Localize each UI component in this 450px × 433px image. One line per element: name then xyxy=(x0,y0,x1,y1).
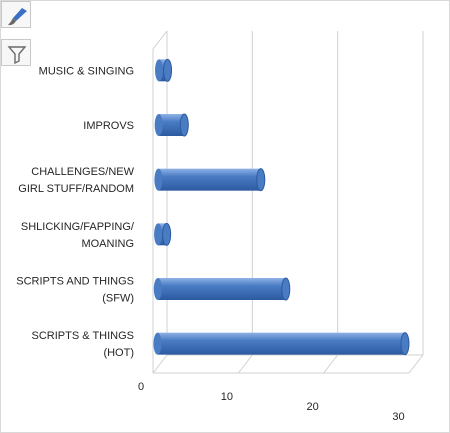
bar-end-cap xyxy=(163,58,173,82)
bars xyxy=(153,58,410,356)
category-labels: MUSIC & SINGING IMPROVS CHALLENGES/NEW GIRL… xyxy=(16,65,135,359)
funnel-filter-icon xyxy=(7,46,27,65)
bar-body xyxy=(157,278,286,300)
chart-walls xyxy=(152,30,423,374)
bar xyxy=(153,277,291,301)
gridlines xyxy=(152,31,424,374)
category-label-line: SCRIPTS AND THINGS xyxy=(16,276,134,288)
category-label-line: (HOT) xyxy=(103,347,134,359)
bar xyxy=(153,332,410,356)
bar-base-cap xyxy=(154,168,163,191)
floor-gridline xyxy=(152,354,168,374)
bar-body xyxy=(158,114,185,136)
chart-filter-button[interactable] xyxy=(1,39,31,66)
category-label-line: IMPROVS xyxy=(83,120,134,132)
bar-base-cap xyxy=(154,114,163,136)
side-wall-top xyxy=(152,30,168,50)
tick-label: 20 xyxy=(307,401,319,413)
floor-gridline xyxy=(237,354,253,374)
tick-labels: 0 10 20 30 xyxy=(138,381,405,423)
category-label-line: SCRIPTS & THINGS xyxy=(32,330,134,342)
category-label-line: SHLICKING/FAPPING/ xyxy=(21,221,135,233)
bar-end-cap xyxy=(162,222,172,246)
bar xyxy=(155,58,173,82)
bar-end-cap xyxy=(179,113,189,137)
bar-end-cap xyxy=(281,277,291,301)
tick-label: 0 xyxy=(138,381,144,393)
category-label: SCRIPTS AND THINGS (SFW) xyxy=(16,276,134,305)
category-label: SHLICKING/FAPPING/MOANING xyxy=(21,221,135,250)
category-label: SCRIPTS & THINGS (HOT) xyxy=(32,330,134,359)
bar xyxy=(154,113,189,137)
category-label-line: MOANING xyxy=(81,238,134,250)
bar xyxy=(154,222,172,246)
bar-base-cap xyxy=(155,59,163,82)
category-label: MUSIC & SINGING xyxy=(39,65,134,77)
bar-base-cap xyxy=(153,278,162,300)
bar-base-cap xyxy=(153,332,162,355)
floor-gridline xyxy=(408,354,424,374)
category-label-line: GIRL STUFF/RANDOM xyxy=(18,183,134,195)
bar xyxy=(154,168,266,192)
category-label-line: CHALLENGES/NEW xyxy=(31,166,134,178)
paintbrush-icon xyxy=(8,8,27,26)
bar-body xyxy=(157,332,405,355)
floor-gridline xyxy=(323,354,339,374)
category-label: IMPROVS xyxy=(83,120,134,132)
chart-style-button[interactable] xyxy=(1,1,31,28)
category-label-line: (SFW) xyxy=(102,293,134,305)
bar-end-cap xyxy=(256,168,266,192)
tick-label: 30 xyxy=(392,411,404,423)
bar-body xyxy=(158,168,261,191)
bar-base-cap xyxy=(154,223,163,246)
category-label-line: MUSIC & SINGING xyxy=(39,65,134,77)
category-label: CHALLENGES/NEW GIRL STUFF/RANDOM xyxy=(18,166,134,195)
tick-label: 10 xyxy=(221,391,233,403)
bar-end-cap xyxy=(400,332,410,356)
